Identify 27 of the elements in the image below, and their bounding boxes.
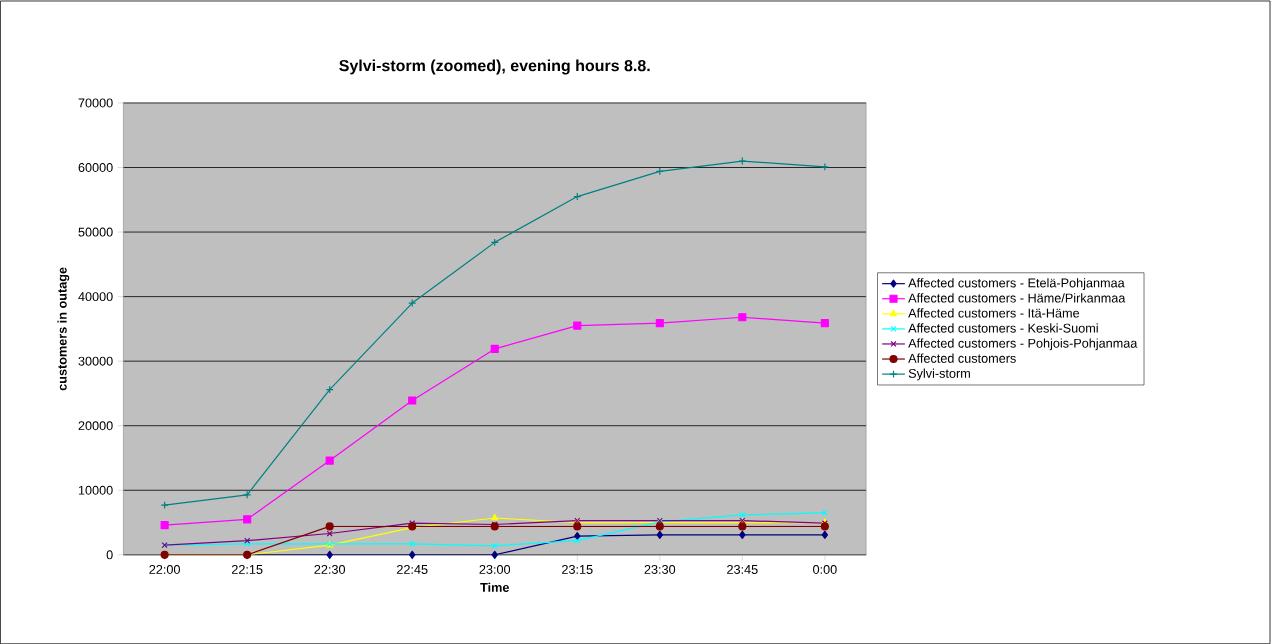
x-tick-label: 22:00 xyxy=(149,564,180,574)
x-tick-label: 22:45 xyxy=(397,564,428,574)
y-tick-label: 0 xyxy=(106,550,113,560)
legend-label: Sylvi-storm xyxy=(908,368,970,381)
legend-label: Affected customers - Pohjois-Pohjanmaa xyxy=(908,338,1138,351)
legend-label: Affected customers - Itä-Häme xyxy=(908,308,1080,318)
legend-label: Affected customers xyxy=(908,353,1016,363)
x-tick-label: 22:30 xyxy=(314,564,346,574)
y-tick-label: 30000 xyxy=(78,356,113,366)
y-tick-label: 70000 xyxy=(78,98,113,108)
y-tick-label: 10000 xyxy=(78,485,113,495)
chart-title: Sylvi-storm (zoomed), evening hours 8.8. xyxy=(339,59,650,75)
y-axis-title: customers in outage xyxy=(57,267,70,391)
legend-label: Affected customers - Häme/Pirkanmaa xyxy=(908,293,1126,303)
x-tick-label: 23:45 xyxy=(727,564,758,574)
x-axis-title: Time xyxy=(480,582,509,592)
legend-label: Affected customers - Keski-Suomi xyxy=(908,323,1098,333)
x-tick-label: 23:00 xyxy=(479,564,511,574)
y-tick-label: 50000 xyxy=(78,227,113,237)
y-tick-label: 20000 xyxy=(78,421,113,431)
y-tick-label: 40000 xyxy=(78,292,113,301)
x-tick-label: 0:00 xyxy=(813,564,837,574)
x-tick-label: 23:30 xyxy=(644,564,676,574)
legend-label: Affected customers - Etelä-Pohjanmaa xyxy=(908,278,1125,290)
x-tick-label: 23:15 xyxy=(562,564,593,574)
x-tick-label: 22:15 xyxy=(231,564,263,574)
y-tick-label: 60000 xyxy=(78,162,113,172)
